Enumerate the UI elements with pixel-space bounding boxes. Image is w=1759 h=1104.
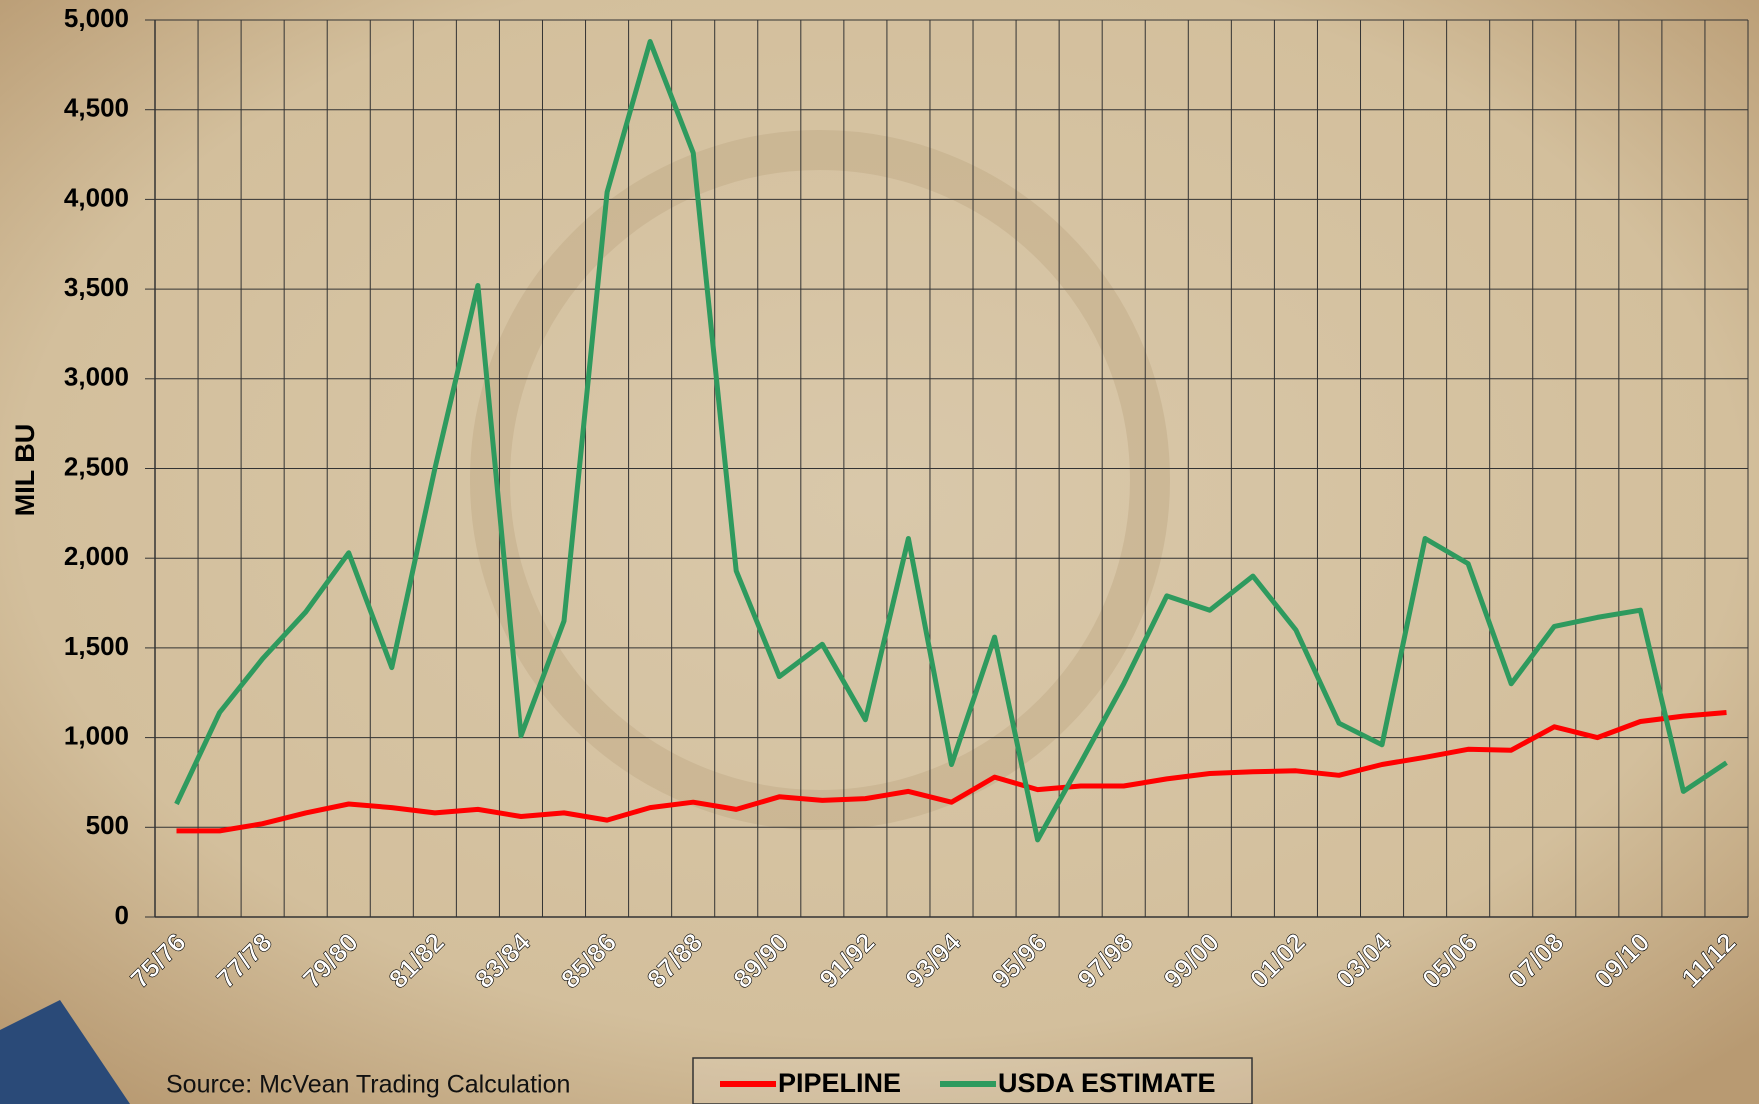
source: Source: McVean Trading Calculation (166, 1071, 570, 1099)
y-tick-label: 2,500 (64, 451, 129, 481)
line-series (174, 39, 1728, 843)
legend-label: PIPELINE (778, 1068, 901, 1098)
legend-label: USDA ESTIMATE (998, 1068, 1216, 1098)
logo (0, 1000, 130, 1104)
y-tick-label: 500 (86, 810, 129, 840)
y-tick-label: 4,000 (64, 182, 129, 212)
line-series (176, 710, 1727, 834)
y-tick-label: 4,500 (64, 93, 129, 123)
y-tick-label: 1,500 (64, 631, 129, 661)
y-tick-label: 3,000 (64, 362, 129, 392)
y-axis-label: MIL BU (10, 424, 40, 517)
decor (470, 130, 1170, 830)
y-tick-label: 0 (115, 900, 129, 930)
y-tick-label: 1,000 (64, 720, 129, 750)
y-tick-label: 5,000 (64, 3, 129, 33)
y-tick-label: 2,000 (64, 541, 129, 571)
y-tick-label: 3,500 (64, 272, 129, 302)
